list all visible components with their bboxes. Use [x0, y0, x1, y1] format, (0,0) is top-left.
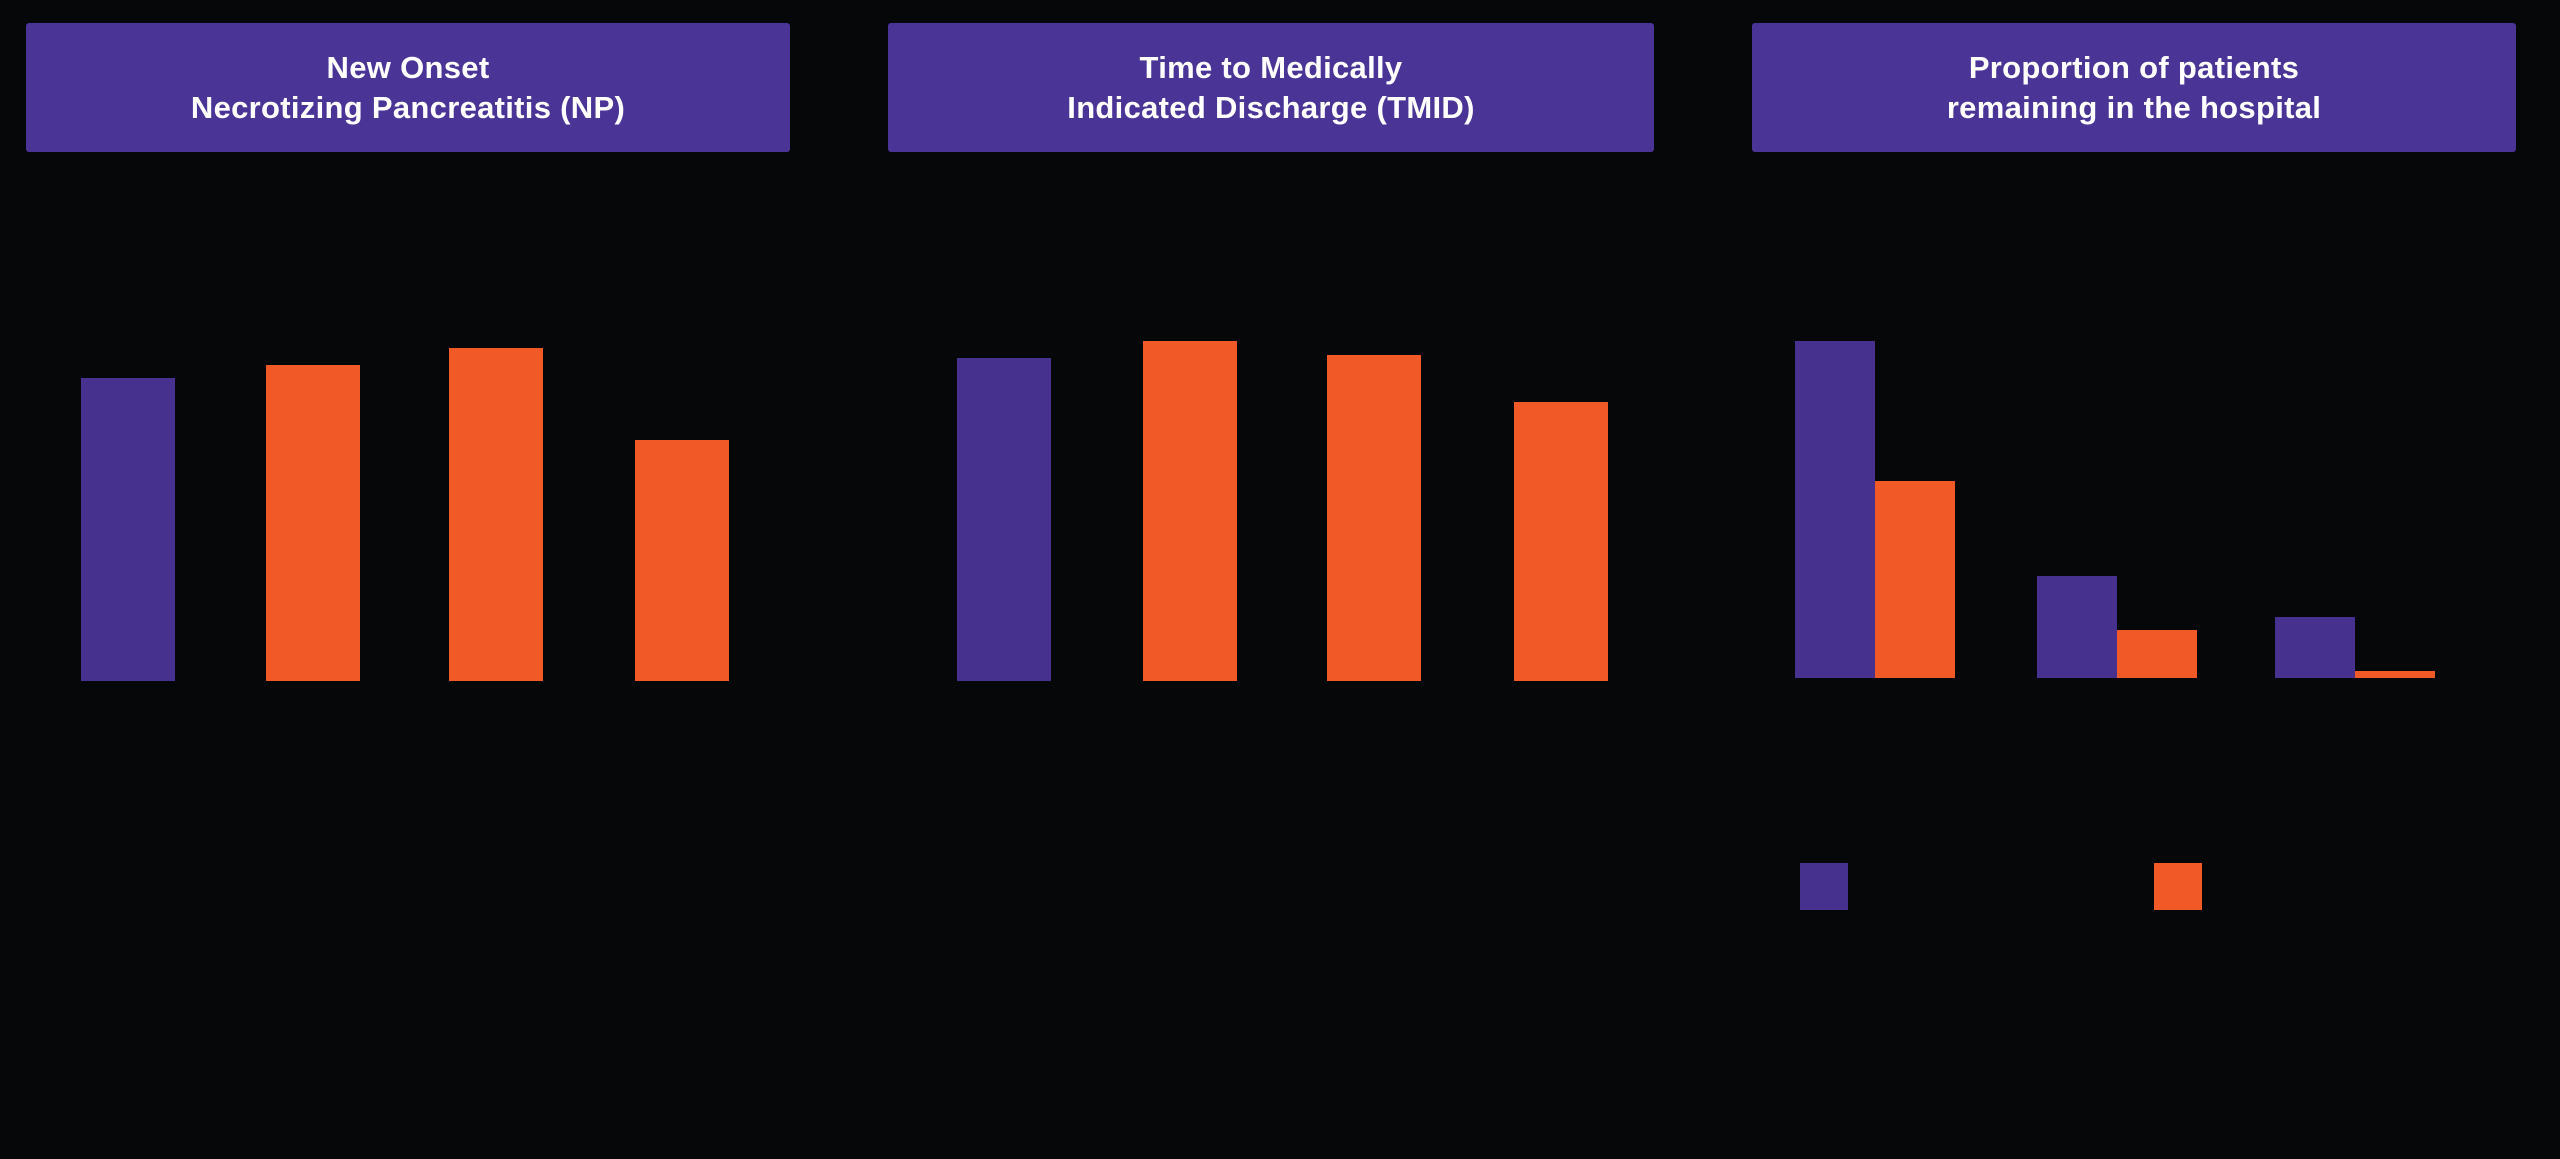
panel-np-title-line2: Necrotizing Pancreatitis (NP) [190, 89, 626, 125]
panel-3-group-2-bar-purple [2037, 576, 2117, 678]
panel-3-group-3-bar-purple [2275, 617, 2355, 678]
panel-np-title-banner: New Onset Necrotizing Pancreatitis (NP) [26, 23, 790, 152]
panel-3-group-1-bar-purple [1795, 341, 1875, 678]
panel-1-bar-3-orange [449, 348, 543, 681]
panel-tmid-title-line1: Time to Medically [1139, 49, 1403, 85]
panel-2-bar-1-purple [957, 358, 1051, 681]
panel-1-bar-4-orange [635, 440, 729, 681]
panel-tmid-title-line2: Indicated Discharge (TMID) [1067, 89, 1475, 125]
legend-swatch-orange-series [2154, 863, 2202, 910]
panel-3-group-1-bar-orange [1875, 481, 1955, 678]
panel-3-group-3-bar-orange [2355, 671, 2435, 678]
panel-np-title-line1: New Onset [326, 49, 490, 85]
panel-tmid-title-banner: Time to Medically Indicated Discharge (T… [888, 23, 1654, 152]
panel-3-group-2-bar-orange [2117, 630, 2197, 678]
panel-remaining-title-banner: Proportion of patients remaining in the … [1752, 23, 2516, 152]
panel-1-bar-1-purple [81, 378, 175, 681]
panel-2-bar-2-orange [1143, 341, 1237, 681]
panel-1-bar-2-orange [266, 365, 360, 681]
panel-2-bar-3-orange [1327, 355, 1421, 681]
legend-swatch-purple-series [1800, 863, 1848, 910]
panel-2-bar-4-orange [1514, 402, 1608, 681]
panel-remaining-title-line2: remaining in the hospital [1946, 89, 2322, 125]
panel-remaining-title-line1: Proportion of patients [1968, 49, 2300, 85]
